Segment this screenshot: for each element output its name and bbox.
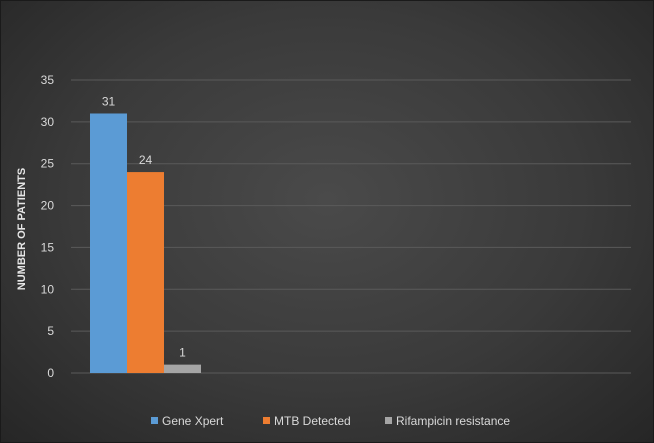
legend-swatch xyxy=(151,417,158,424)
legend-swatch xyxy=(385,417,392,424)
y-axis-label: NUMBER OF PATIENTS xyxy=(16,168,28,290)
bar-rifampicin-resistance xyxy=(164,364,201,373)
bars xyxy=(90,113,201,373)
bar-gene-xpert xyxy=(90,113,127,373)
y-tick-label: 20 xyxy=(41,199,55,213)
y-tick-label: 35 xyxy=(41,73,55,87)
legend-label: Gene Xpert xyxy=(162,414,224,428)
y-tick-label: 25 xyxy=(41,157,55,171)
data-labels: 31 24 1 xyxy=(102,94,186,359)
legend-swatch xyxy=(263,417,270,424)
y-tick-label: 30 xyxy=(41,115,55,129)
data-label: 24 xyxy=(139,153,153,167)
legend: Gene Xpert MTB Detected Rifampicin resista… xyxy=(151,414,510,428)
y-tick-label: 10 xyxy=(41,282,55,296)
bar-mtb-detected xyxy=(127,172,164,373)
legend-label: Rifampicin resistance xyxy=(396,414,510,428)
y-tick-label: 15 xyxy=(41,240,55,254)
y-tick-label: 5 xyxy=(47,324,54,338)
data-label: 31 xyxy=(102,94,116,108)
data-label: 1 xyxy=(179,346,186,360)
y-axis-ticks: 0 5 10 15 20 25 30 35 xyxy=(41,73,55,380)
gridlines xyxy=(71,79,631,374)
y-tick-label: 0 xyxy=(47,366,54,380)
legend-label: MTB Detected xyxy=(274,414,351,428)
